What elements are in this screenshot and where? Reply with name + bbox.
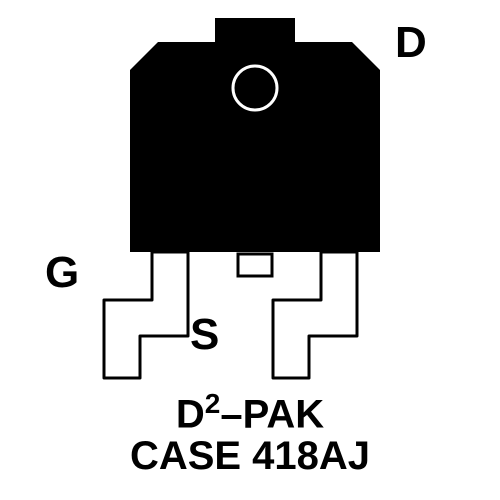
caption-super: 2 [205,388,221,419]
caption-line-2: CASE 418AJ [0,434,500,479]
caption-prefix: D [176,392,205,436]
pin-label-drain: D [395,18,427,68]
pin-label-source: S [190,310,219,360]
caption-suffix: –PAK [220,392,324,436]
caption-line-1: D2–PAK [0,388,500,437]
pin-label-gate: G [45,248,79,298]
